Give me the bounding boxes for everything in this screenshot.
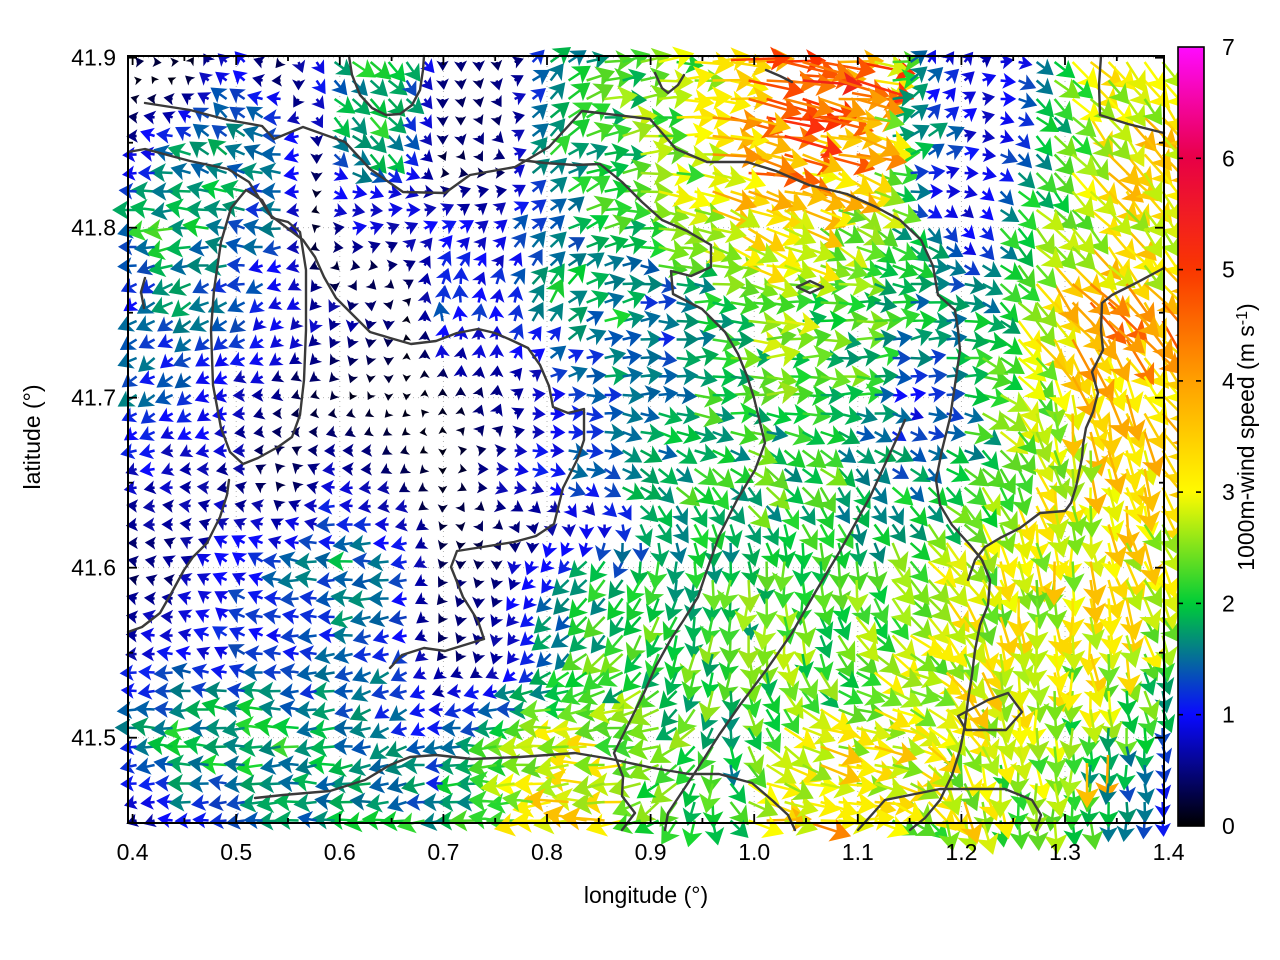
svg-text:4: 4: [1222, 368, 1235, 394]
svg-text:1.0: 1.0: [738, 839, 770, 865]
svg-text:0.4: 0.4: [117, 839, 149, 865]
svg-text:0: 0: [1222, 813, 1235, 839]
svg-text:41.9: 41.9: [71, 45, 116, 71]
svg-text:0.8: 0.8: [531, 839, 563, 865]
svg-text:1.1: 1.1: [842, 839, 874, 865]
svg-text:0.6: 0.6: [324, 839, 356, 865]
svg-text:2: 2: [1222, 590, 1235, 616]
svg-text:0.7: 0.7: [427, 839, 459, 865]
svg-text:1.3: 1.3: [1049, 839, 1081, 865]
svg-text:longitude (°): longitude (°): [584, 882, 708, 908]
svg-text:0.5: 0.5: [220, 839, 252, 865]
svg-text:7: 7: [1222, 34, 1235, 60]
svg-text:5: 5: [1222, 257, 1235, 283]
svg-text:41.6: 41.6: [71, 555, 116, 581]
svg-text:latitude (°): latitude (°): [19, 384, 45, 489]
svg-text:0.9: 0.9: [635, 839, 667, 865]
svg-text:41.5: 41.5: [71, 725, 116, 751]
svg-text:6: 6: [1222, 145, 1235, 171]
svg-text:41.8: 41.8: [71, 215, 116, 241]
svg-text:41.7: 41.7: [71, 385, 116, 411]
svg-text:1: 1: [1222, 702, 1235, 728]
svg-text:3: 3: [1222, 479, 1235, 505]
svg-text:1.4: 1.4: [1153, 839, 1185, 865]
svg-text:1.2: 1.2: [945, 839, 977, 865]
svg-text:1000m-wind speed (m s-1): 1000m-wind speed (m s-1): [1233, 303, 1259, 570]
